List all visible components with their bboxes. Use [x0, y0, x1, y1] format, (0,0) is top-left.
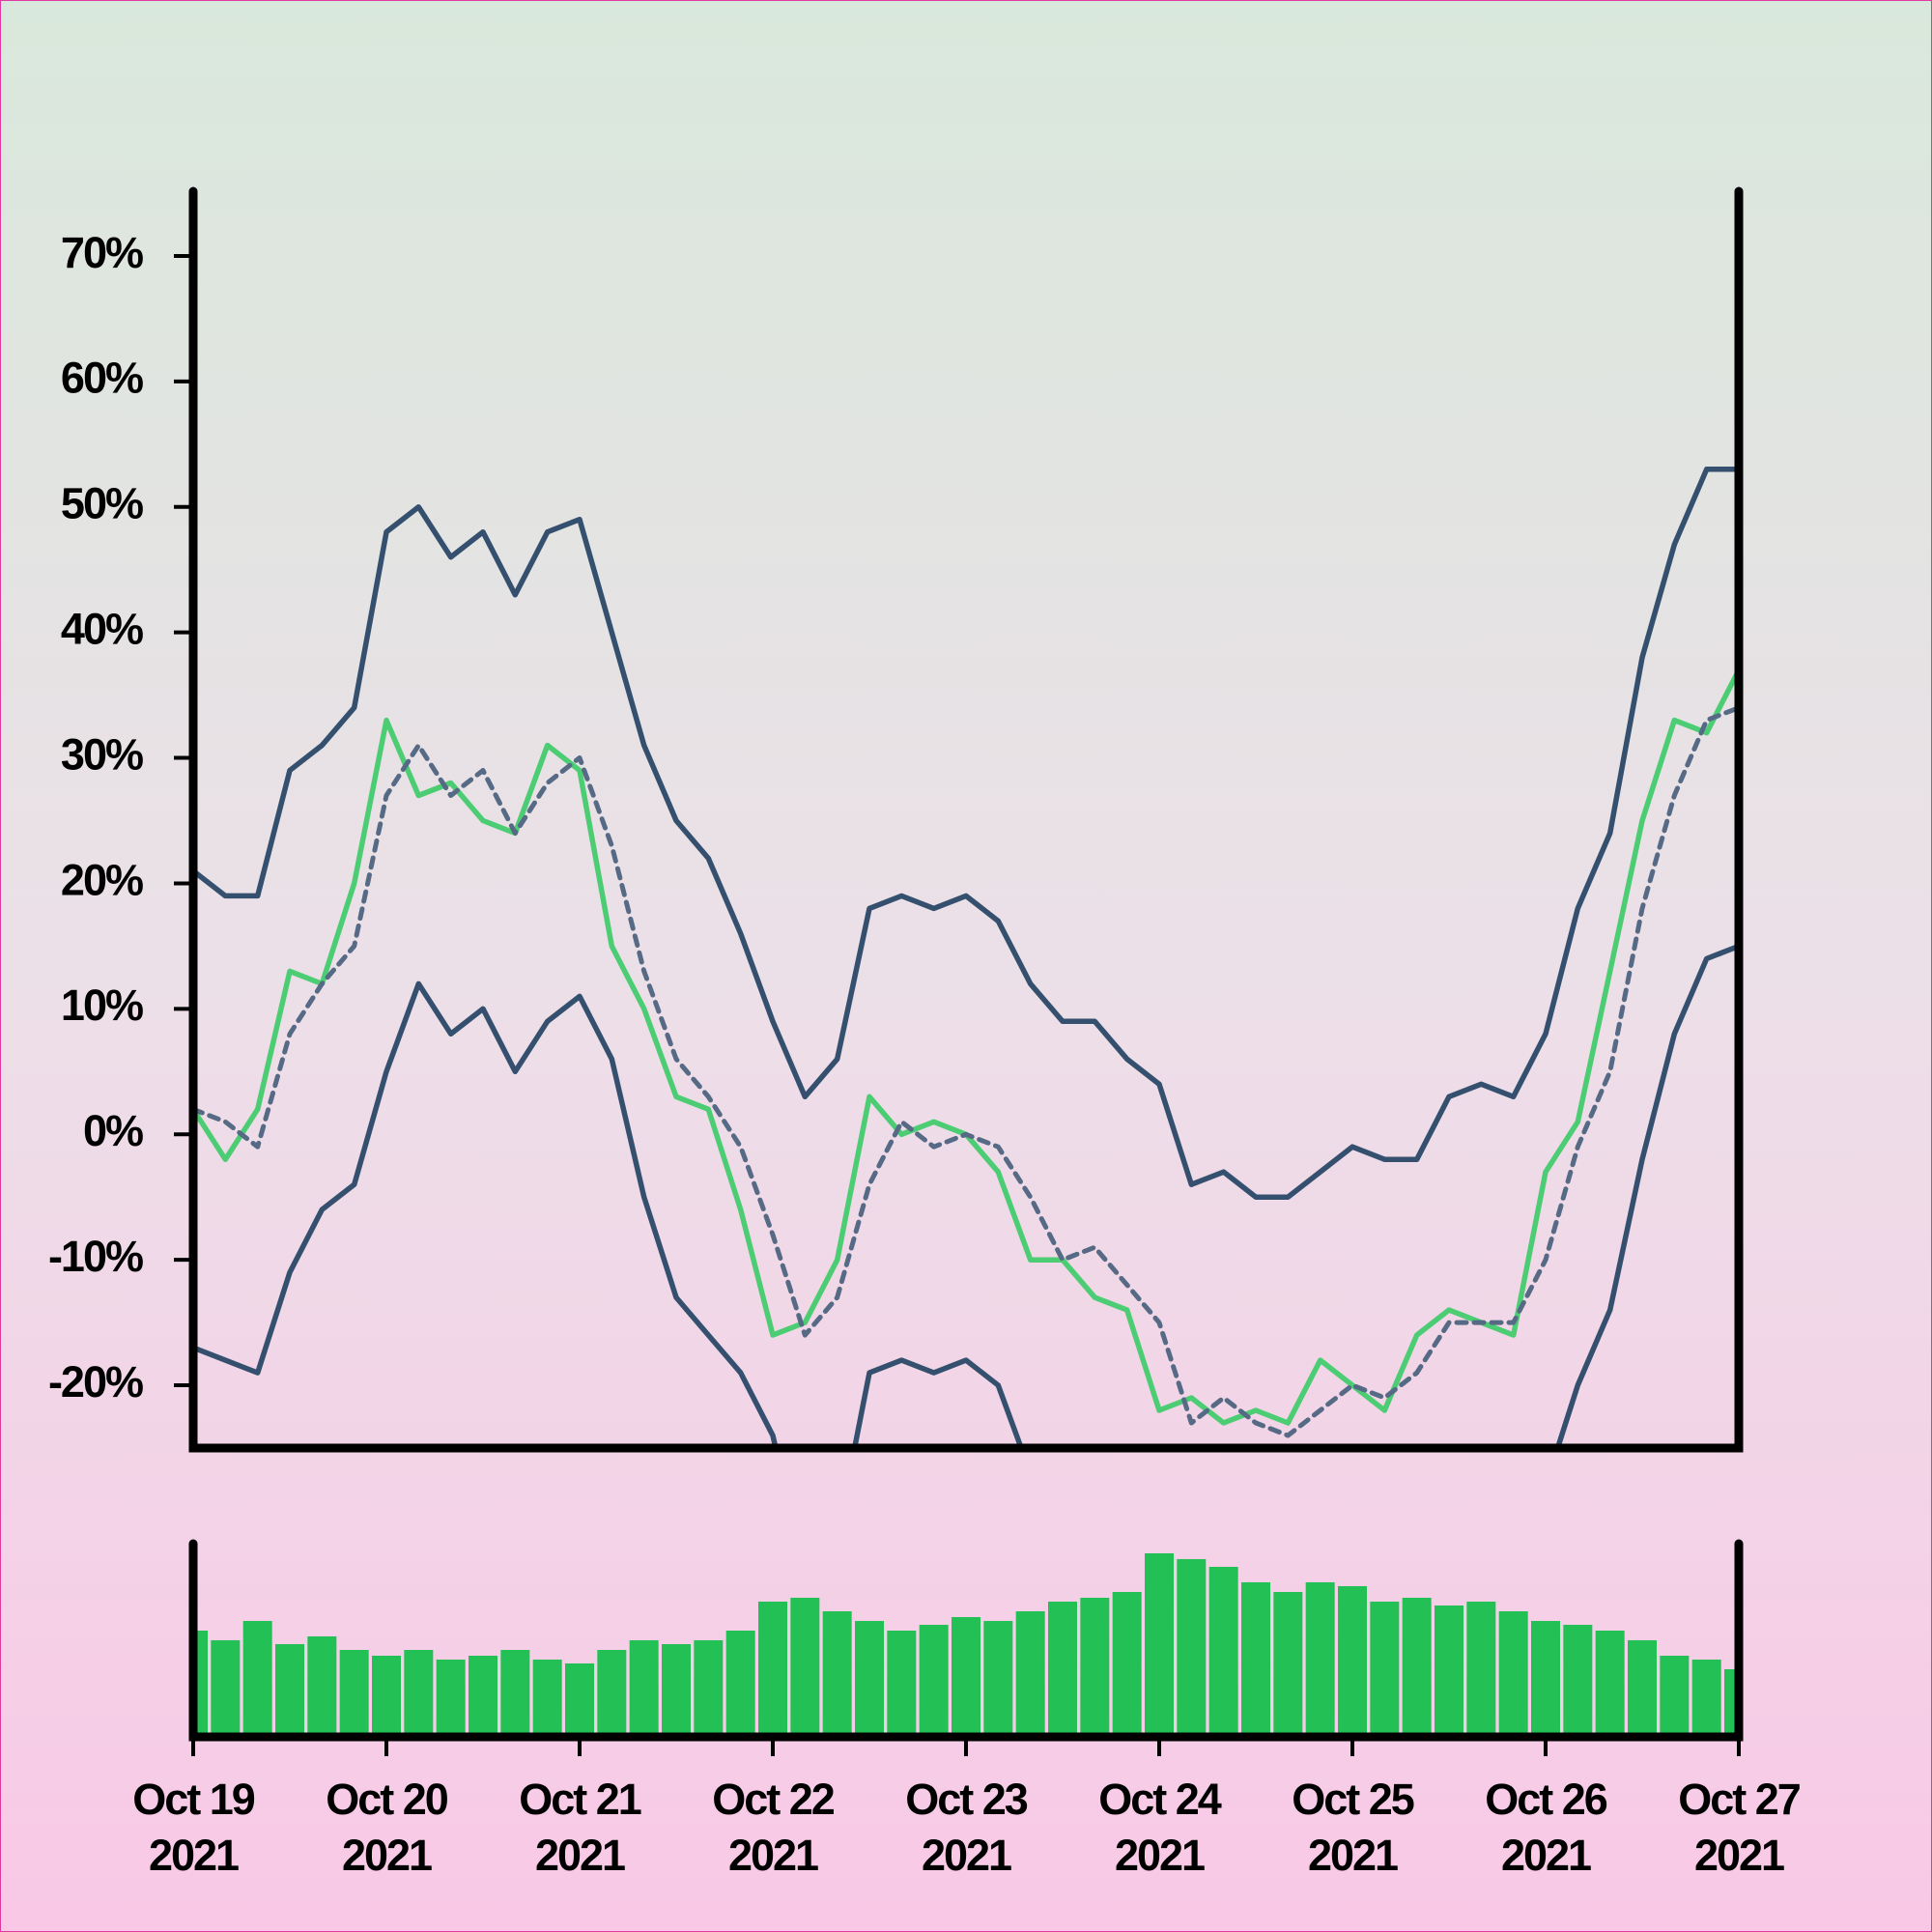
volume-bar: [1370, 1602, 1400, 1737]
volume-bar: [1241, 1582, 1270, 1737]
volume-bar: [1435, 1605, 1463, 1737]
volume-bar: [952, 1617, 980, 1737]
volume-bar: [790, 1598, 820, 1737]
y-tick-label: 0%: [83, 1106, 143, 1155]
x-tick-label: Oct 27: [1678, 1775, 1801, 1824]
volume-bar: [532, 1660, 562, 1737]
volume-bar: [372, 1656, 401, 1737]
y-tick-label: -10%: [48, 1232, 143, 1281]
y-tick-label: -20%: [48, 1357, 143, 1406]
volume-bar: [469, 1656, 497, 1737]
volume-bar: [1273, 1592, 1303, 1737]
volume-bar: [565, 1663, 594, 1737]
y-tick-label: 20%: [61, 855, 143, 904]
volume-bar: [662, 1644, 691, 1737]
volume-bar: [855, 1621, 884, 1737]
volume-bar: [725, 1631, 755, 1737]
y-tick-label: 50%: [61, 479, 143, 528]
volume-bar: [1691, 1660, 1721, 1737]
x-tick-label: 2021: [342, 1831, 432, 1880]
volume-bar: [983, 1621, 1013, 1737]
volume-bar: [1145, 1553, 1174, 1737]
x-tick-label: 2021: [1115, 1831, 1205, 1880]
x-tick-label: 2021: [1694, 1831, 1784, 1880]
x-tick-label: Oct 19: [132, 1775, 255, 1824]
volume-bar: [758, 1602, 787, 1737]
volume-bar: [694, 1640, 724, 1737]
axes: -20% -10% 0% 10% 20% 30% 40% 50% 60% 70% Oct 19 202…: [48, 228, 1803, 1880]
volume-bar: [275, 1644, 304, 1737]
series-line: [193, 467, 1739, 1200]
y-tick-label: 70%: [61, 228, 143, 277]
x-tick-label: Oct 21: [519, 1775, 641, 1824]
y-tick-label: 60%: [61, 354, 143, 403]
volume-bar: [1466, 1602, 1496, 1737]
volume-bar: [242, 1621, 272, 1737]
volume-bar: [1305, 1582, 1335, 1737]
x-tick-label: Oct 26: [1485, 1775, 1607, 1824]
volume-bar: [887, 1631, 917, 1737]
volume-bar: [1595, 1631, 1625, 1737]
x-tick-label: 2021: [535, 1831, 625, 1880]
volume-bar: [1048, 1602, 1077, 1737]
volume-bar: [1015, 1611, 1045, 1737]
volume-bar: [1498, 1611, 1528, 1737]
x-tick-label: Oct 25: [1292, 1775, 1414, 1824]
volume-bar: [629, 1640, 659, 1737]
x-tick-label: Oct 24: [1098, 1775, 1222, 1824]
x-tick-label: 2021: [922, 1831, 1011, 1880]
y-tick-label: 10%: [61, 980, 143, 1030]
volume-bar: [1208, 1567, 1238, 1737]
volume-bar: [436, 1660, 466, 1737]
x-tick-label: 2021: [1501, 1831, 1591, 1880]
moving-average: [193, 705, 1739, 1438]
x-tick-label: Oct 22: [712, 1775, 835, 1824]
volume-bar: [1177, 1559, 1207, 1737]
x-tick-label: 2021: [1308, 1831, 1398, 1880]
volume-bar: [1112, 1592, 1142, 1737]
volume-bar: [500, 1650, 530, 1737]
volume-bar: [597, 1650, 627, 1737]
volume-panel: [193, 1553, 1739, 1737]
volume-bar: [1338, 1586, 1367, 1737]
volume-bar: [339, 1650, 369, 1737]
volume-bar: [1402, 1598, 1432, 1737]
price-frame: [188, 186, 1744, 1453]
volume-bar: [1080, 1598, 1110, 1737]
x-tick-label: Oct 23: [905, 1775, 1028, 1824]
x-tick-label: 2021: [728, 1831, 818, 1880]
x-tick-label: 2021: [149, 1831, 239, 1880]
y-tick-label: 40%: [61, 605, 143, 654]
volume-bar: [822, 1611, 852, 1737]
price-panel: [193, 467, 1739, 1448]
y-tick-label: 30%: [61, 729, 143, 779]
x-tick-label: Oct 20: [326, 1775, 448, 1824]
volume-bar: [1563, 1625, 1593, 1737]
volume-bar: [1628, 1640, 1657, 1737]
volume-bar: [211, 1640, 241, 1737]
volume-bar: [919, 1625, 949, 1737]
volume-bar: [404, 1650, 434, 1737]
volume-bar: [307, 1636, 337, 1737]
series-line: [193, 943, 1739, 1448]
volume-bar: [1660, 1656, 1690, 1737]
volume-bar: [1531, 1621, 1560, 1737]
